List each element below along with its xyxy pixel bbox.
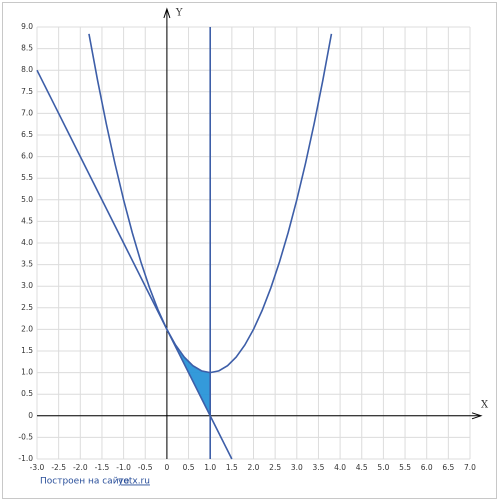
y-tick-label: 3.5 xyxy=(21,260,33,269)
x-tick-label: -3.0 xyxy=(30,463,45,472)
x-tick-label: 2.0 xyxy=(248,463,260,472)
y-tick-label: -0.5 xyxy=(18,432,33,441)
x-tick-label: 4.0 xyxy=(334,463,346,472)
y-tick-label: 7.5 xyxy=(21,87,33,96)
y-tick-label: 2.5 xyxy=(21,303,33,312)
y-tick-label: -1.0 xyxy=(18,454,33,463)
x-tick-label: -1.0 xyxy=(116,463,131,472)
x-tick-label: -2.0 xyxy=(73,463,88,472)
curve xyxy=(36,69,233,460)
y-tick-label: 0 xyxy=(28,411,33,420)
x-tick-label: 0.5 xyxy=(183,463,195,472)
y-tick-label: 9.0 xyxy=(21,22,33,31)
x-tick-label: 5.0 xyxy=(377,463,389,472)
x-tick-label: -2.5 xyxy=(51,463,66,472)
footer-link[interactable]: yotx.ru xyxy=(118,477,150,487)
x-tick-label: 5.5 xyxy=(399,463,411,472)
y-tick-label: 1.0 xyxy=(21,368,33,377)
x-tick-label: 3.5 xyxy=(312,463,324,472)
x-tick-label: 6.5 xyxy=(442,463,454,472)
y-tick-label: 4.5 xyxy=(21,216,33,225)
x-axis-label: X xyxy=(481,399,489,410)
y-tick-label: 7.0 xyxy=(21,108,33,117)
x-tick-label: 3.0 xyxy=(291,463,303,472)
y-tick-label: 8.0 xyxy=(21,65,33,74)
x-tick-label: -1.5 xyxy=(95,463,110,472)
x-arrow xyxy=(471,412,483,420)
y-arrow xyxy=(163,7,171,19)
y-tick-label: 4.0 xyxy=(21,238,33,247)
y-tick-label: 6.0 xyxy=(21,152,33,161)
footer-text: Построен на сайте xyxy=(40,477,130,487)
x-tick-label: 0 xyxy=(165,463,170,472)
y-tick-label: 3.0 xyxy=(21,281,33,290)
y-tick-label: 6.5 xyxy=(21,130,33,139)
x-tick-label: -0.5 xyxy=(138,463,153,472)
y-tick-label: 1.5 xyxy=(21,346,33,355)
y-tick-label: 5.5 xyxy=(21,173,33,182)
y-tick-label: 0.5 xyxy=(21,389,33,398)
x-tick-label: 6.0 xyxy=(421,463,433,472)
y-tick-label: 2.0 xyxy=(21,324,33,333)
x-tick-label: 7.0 xyxy=(464,463,476,472)
y-axis-label: Y xyxy=(175,8,183,19)
x-tick-label: 1.5 xyxy=(226,463,238,472)
x-tick-label: 4.5 xyxy=(356,463,368,472)
x-tick-label: 1.0 xyxy=(204,463,216,472)
y-tick-label: 5.0 xyxy=(21,195,33,204)
y-tick-label: 8.5 xyxy=(21,44,33,53)
x-tick-label: 2.5 xyxy=(269,463,281,472)
